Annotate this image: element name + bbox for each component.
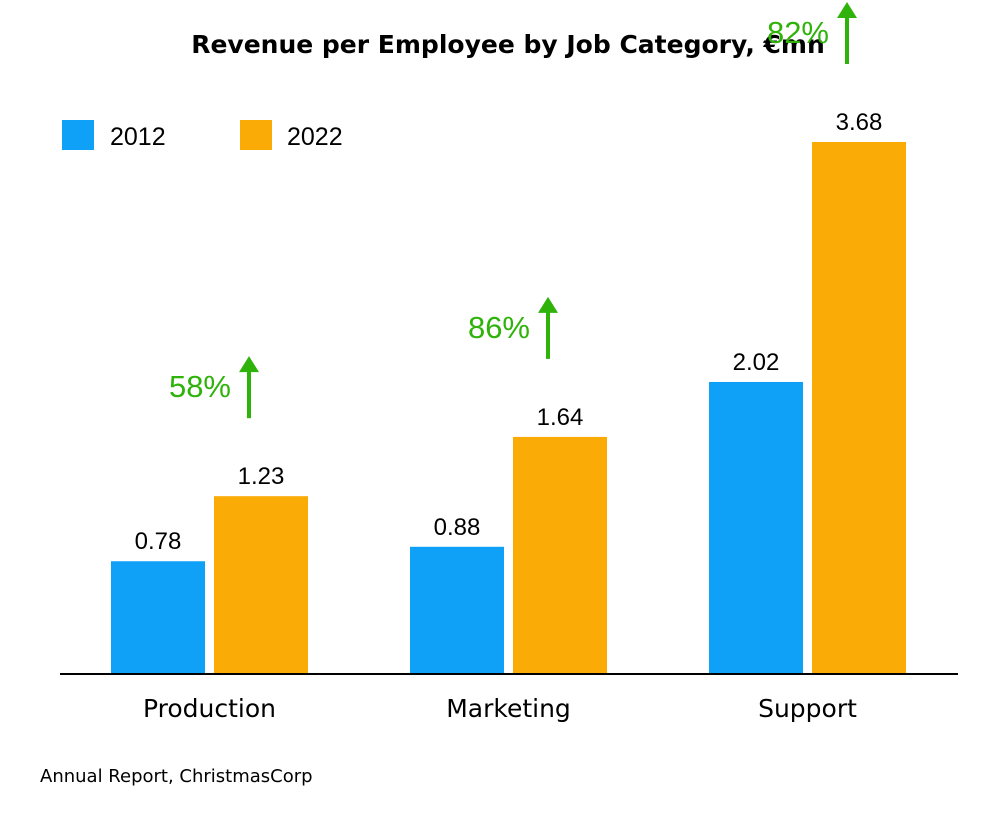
category-label-marketing: Marketing (446, 694, 571, 723)
category-label-production: Production (143, 694, 276, 723)
up-arrow-icon (239, 356, 259, 373)
growth-label-marketing: 86% (468, 310, 530, 345)
up-arrow-icon (837, 2, 857, 18)
growth-annotations-group: 58% 86% 82% (169, 2, 857, 419)
category-label-support: Support (758, 694, 857, 723)
legend-swatch-2012 (62, 120, 94, 150)
growth-label-production: 58% (169, 369, 231, 404)
bar-support-2012 (709, 381, 803, 674)
bar-production-2022 (214, 496, 308, 674)
bars-group (111, 142, 906, 674)
value-labels-group: 0.78 1.23 0.88 1.64 2.02 3.68 (135, 109, 883, 555)
legend-label-2012: 2012 (110, 123, 166, 151)
chart-title: Revenue per Employee by Job Category, €m… (191, 30, 825, 59)
value-label-support-2012: 2.02 (733, 349, 780, 376)
bar-support-2022 (812, 142, 906, 674)
legend: 2012 2022 (62, 120, 343, 151)
growth-label-support: 82% (767, 15, 829, 50)
category-labels-group: Production Marketing Support (143, 694, 857, 723)
value-label-marketing-2022: 1.64 (537, 404, 584, 431)
up-arrow-icon (538, 296, 558, 313)
bar-production-2012 (111, 561, 205, 674)
value-label-marketing-2012: 0.88 (434, 514, 481, 541)
legend-swatch-2022 (240, 120, 272, 150)
source-note: Annual Report, ChristmasCorp (40, 766, 313, 787)
value-label-production-2022: 1.23 (238, 463, 285, 490)
bar-marketing-2022 (513, 436, 607, 674)
value-label-production-2012: 0.78 (135, 528, 182, 555)
bar-marketing-2012 (410, 546, 504, 674)
value-label-support-2022: 3.68 (836, 109, 883, 136)
legend-label-2022: 2022 (287, 123, 343, 151)
